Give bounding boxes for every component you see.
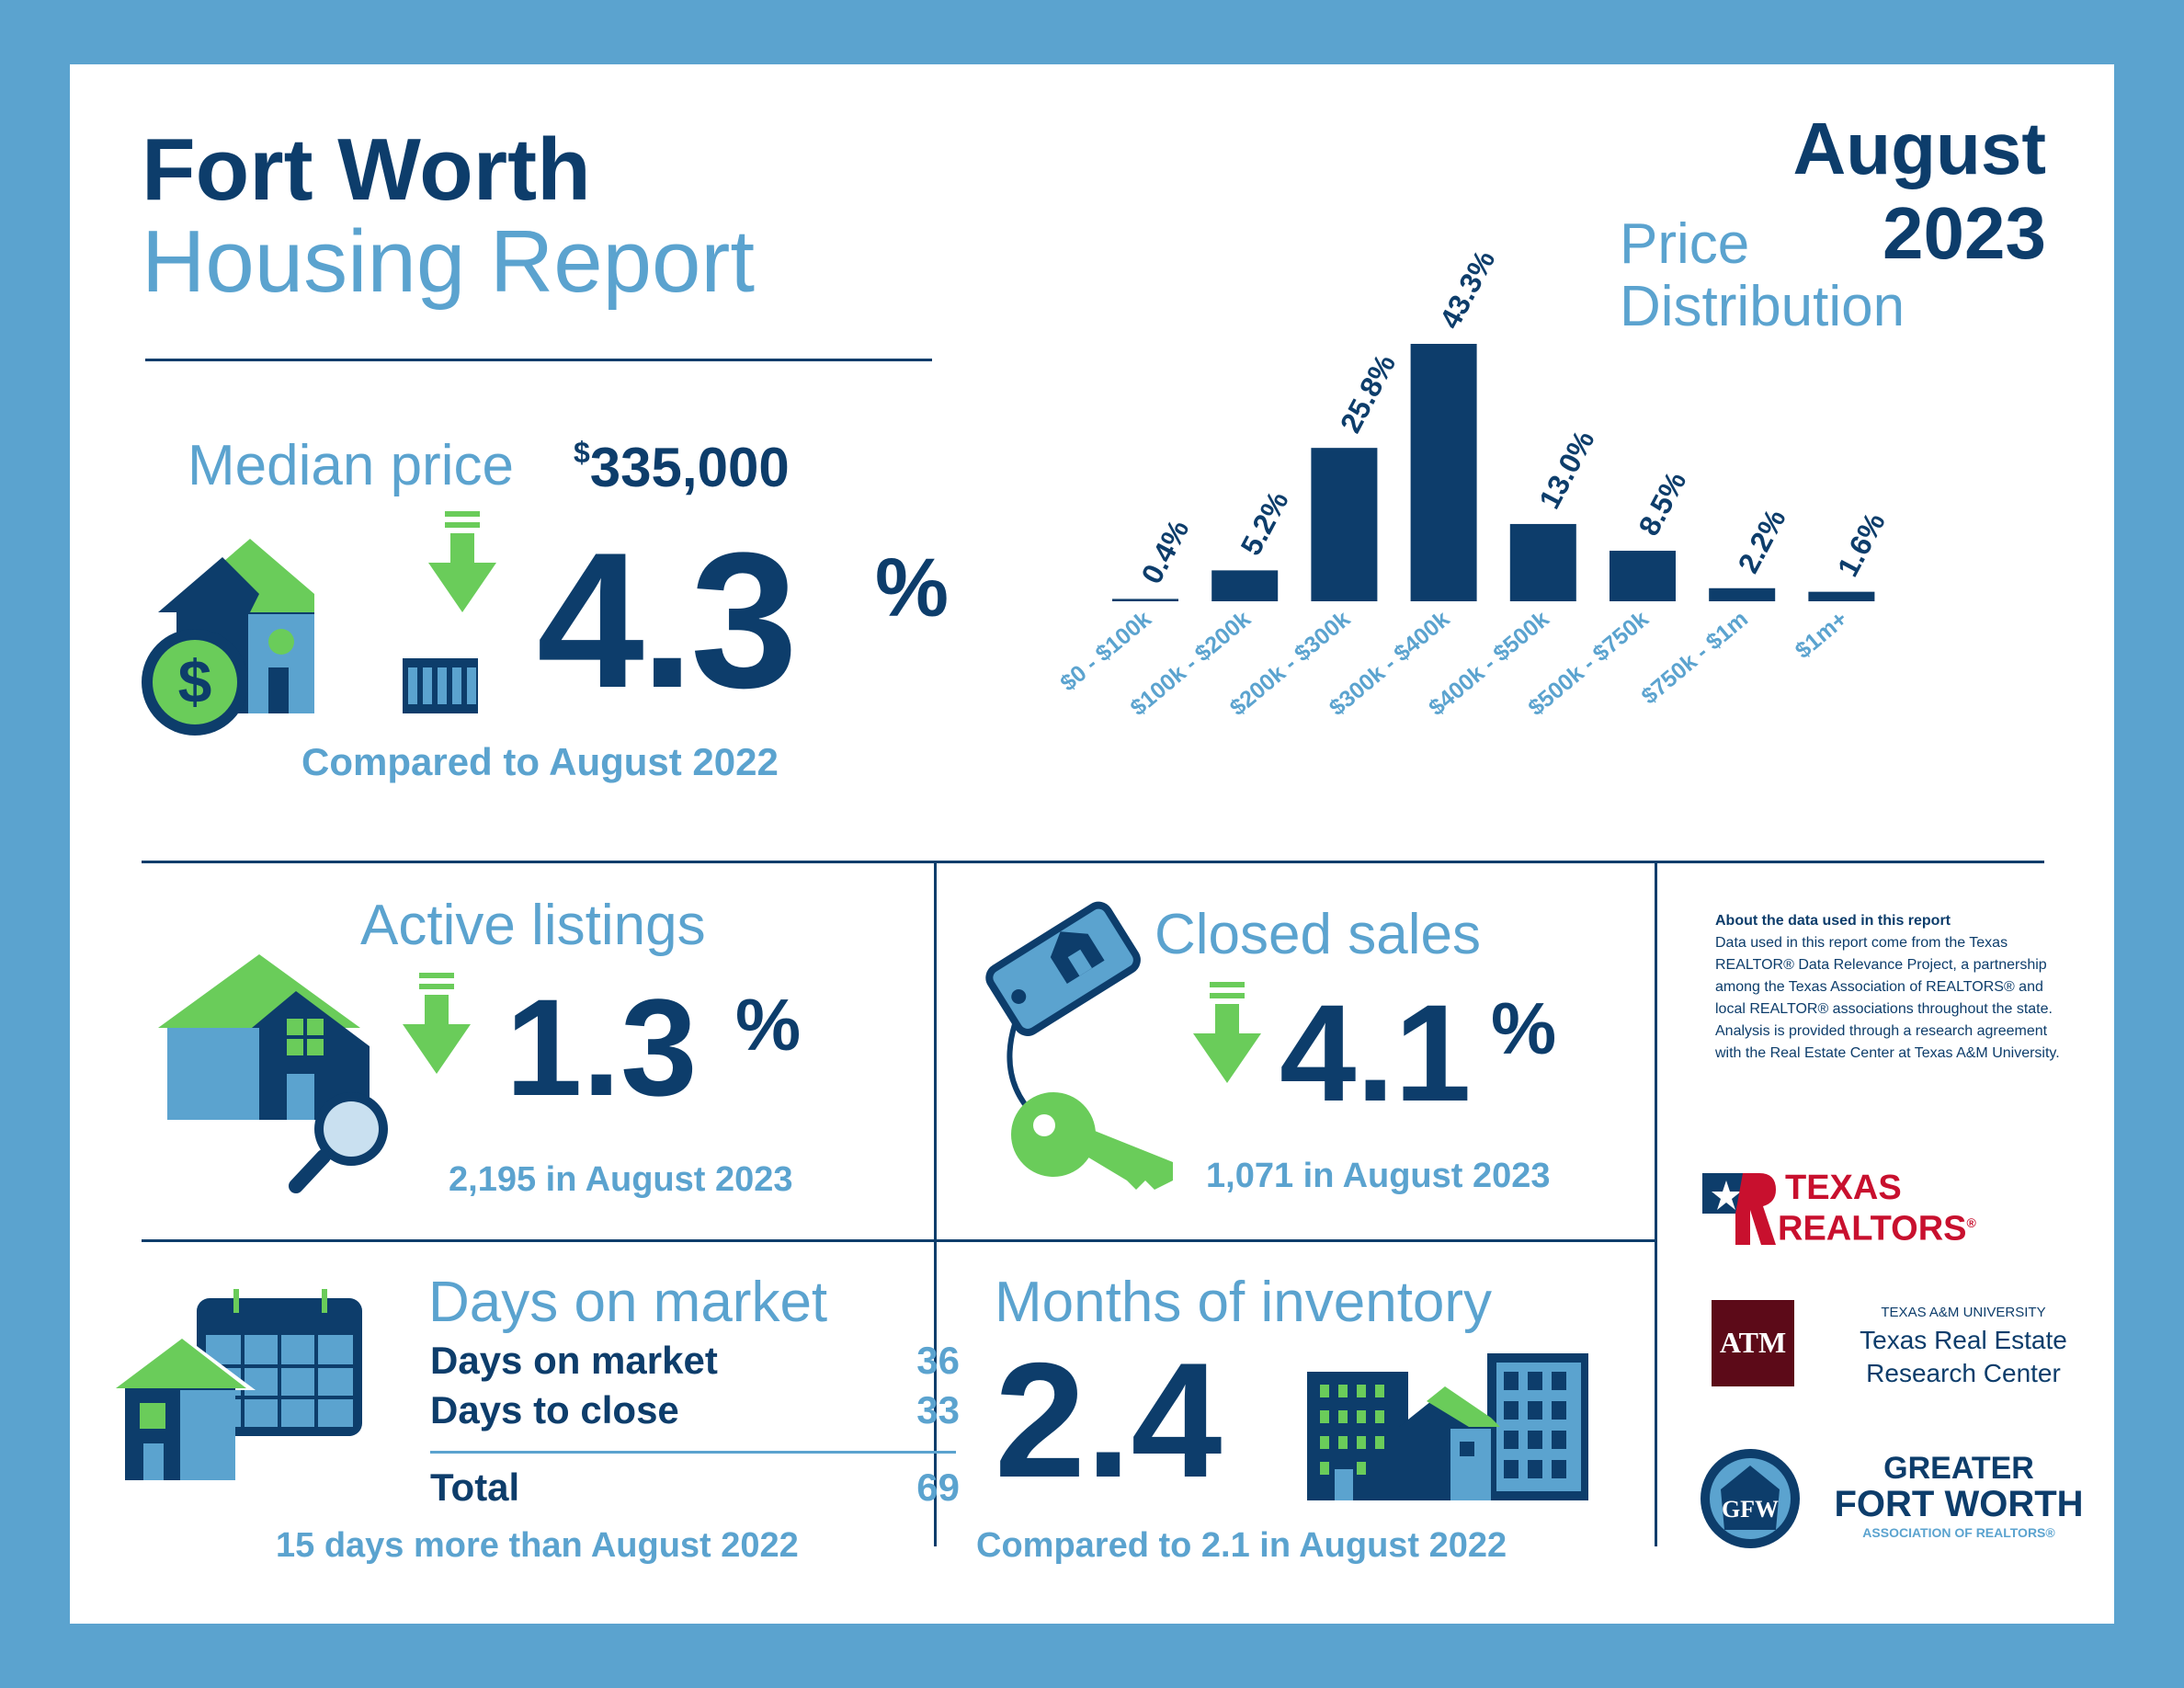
chart-value-label: 1.6%: [1831, 508, 1892, 582]
chart-value-label: 13.0%: [1532, 425, 1600, 514]
gfw-line2: FORT WORTH: [1834, 1484, 2084, 1524]
texas-realtors-line1: TEXAS: [1785, 1169, 1902, 1207]
chart-value-label: 2.2%: [1732, 504, 1792, 578]
median-price-amount: 335,000: [589, 437, 790, 498]
title-report: Housing Report: [142, 212, 756, 311]
report-month: August: [1792, 108, 2046, 189]
median-price-change-unit: %: [875, 542, 950, 634]
chart-title-line1: Price: [1620, 212, 1750, 276]
header-divider: [145, 359, 932, 361]
about-heading: About the data used in this report: [1715, 913, 1951, 929]
section-divider-mid-lower: [934, 1241, 937, 1546]
chart-bar: [1410, 344, 1477, 601]
median-price-change: 4.3: [537, 512, 798, 728]
report-year: 2023: [1883, 192, 2046, 274]
gfw-line3: ASSOCIATION OF REALTORS®: [1862, 1525, 2055, 1540]
calendar-house-icon: [108, 1289, 362, 1480]
dom-row-label: Days on market: [430, 1339, 718, 1382]
down-arrow-icon: [403, 973, 471, 1074]
currency-symbol: $: [574, 436, 590, 469]
active-listings-detail: 2,195 in August 2023: [449, 1160, 793, 1199]
active-listings-change: 1.3: [506, 970, 698, 1124]
chart-value-label: 43.3%: [1433, 245, 1501, 334]
total-divider: [430, 1451, 956, 1454]
tamu-line1: TEXAS A&M UNIVERSITY: [1881, 1305, 2046, 1320]
section-divider-bottom: [142, 1239, 1656, 1242]
fence-icon: [403, 658, 478, 713]
texas-realtors-name: REALTORS: [1778, 1209, 1967, 1249]
median-price-comparison: Compared to August 2022: [301, 740, 779, 783]
active-listings-label: Active listings: [360, 894, 706, 957]
total-value: 69: [916, 1466, 960, 1509]
chart-bar: [1311, 448, 1378, 601]
texas-realtors-line2: REALTORS®: [1778, 1204, 1976, 1248]
closed-sales-change-unit: %: [1491, 987, 1557, 1069]
days-on-market-comparison: 15 days more than August 2022: [276, 1526, 799, 1565]
svg-text:$: $: [178, 647, 212, 715]
chart-bar: [1211, 570, 1279, 601]
chart-bar: [1709, 587, 1776, 601]
house-with-magnifier-icon: [158, 954, 388, 1193]
texas-realtors-logo: [1702, 1173, 1776, 1245]
chart-bar: [1509, 523, 1576, 601]
about-body: Data used in this report come from the T…: [1715, 935, 2060, 1061]
months-inventory-value: 2.4: [995, 1329, 1223, 1511]
chart-value-label: 8.5%: [1632, 466, 1692, 541]
chart-value-label: 25.8%: [1334, 348, 1402, 438]
texas-realtors-reg: ®: [1966, 1215, 1976, 1230]
median-price-value: $335,000: [574, 434, 790, 502]
total-label: Total: [430, 1466, 520, 1509]
gfw-line1: GREATER: [1883, 1451, 2034, 1486]
report-card: Fort Worth Housing Report August 2023 Pr…: [70, 64, 2114, 1624]
chart-value-label: 0.4%: [1134, 514, 1195, 588]
chart-tick-label: $1m+: [1791, 606, 1853, 664]
closed-sales-label: Closed sales: [1155, 903, 1481, 966]
tamu-line3: Research Center: [1866, 1359, 2061, 1387]
chart-bar: [1808, 591, 1875, 601]
key-tag-icon: [985, 901, 1173, 1190]
days-on-market-label: Days on market: [428, 1271, 828, 1334]
gfw-logo-mark: GFW: [1722, 1496, 1779, 1523]
chart-title-line2: Distribution: [1620, 275, 1905, 338]
chart-bar: [1112, 599, 1178, 601]
closed-sales-detail: 1,071 in August 2023: [1206, 1157, 1551, 1195]
tamu-logo-mark: ATM: [1719, 1326, 1787, 1359]
chart-tick-label: $0 - $100k: [1055, 606, 1156, 696]
down-arrow-icon: [428, 511, 496, 612]
gfw-logo: GFW: [1701, 1449, 1800, 1548]
section-divider-top: [142, 861, 2044, 863]
tamu-line2: Texas Real Estate: [1860, 1326, 2067, 1354]
active-listings-change-unit: %: [735, 984, 802, 1066]
chart-tick-label: $750k - $1m: [1636, 606, 1753, 710]
title-city: Fort Worth: [142, 120, 591, 219]
tamu-logo: [1712, 1300, 1794, 1386]
months-inventory-label: Months of inventory: [995, 1271, 1493, 1334]
down-arrow-icon: [1193, 982, 1261, 1083]
dtc-row-value: 33: [916, 1388, 960, 1431]
months-inventory-comparison: Compared to 2.1 in August 2022: [976, 1526, 1507, 1565]
median-price-label: Median price: [188, 434, 514, 497]
chart-value-label: 5.2%: [1234, 485, 1295, 560]
dom-row-value: 36: [916, 1339, 960, 1382]
chart-bar: [1610, 551, 1676, 601]
dtc-row-label: Days to close: [430, 1388, 679, 1431]
closed-sales-change: 4.1: [1280, 975, 1472, 1130]
section-divider-mid: [934, 862, 937, 1363]
house-with-dollar-icon: $: [142, 539, 314, 736]
buildings-icon: [1307, 1353, 1588, 1500]
section-divider-right: [1655, 862, 1657, 1546]
